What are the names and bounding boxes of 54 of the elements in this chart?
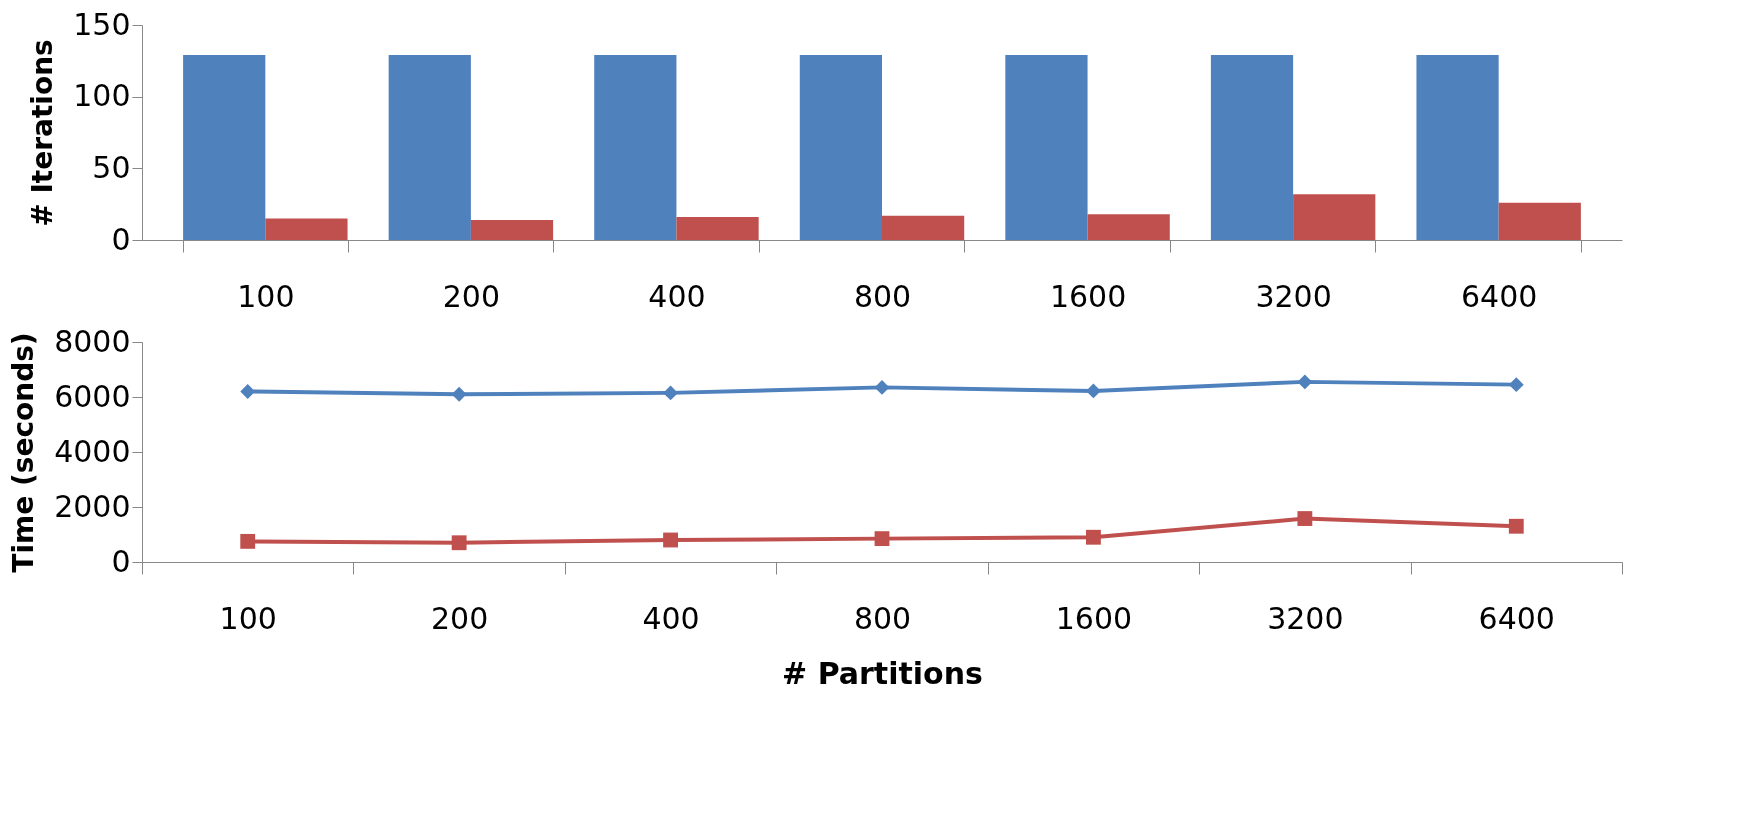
y-tick-label: 50 bbox=[92, 149, 131, 185]
x-tick-label: 3200 bbox=[1267, 600, 1344, 636]
point bbox=[1086, 383, 1101, 399]
y-tick-label: 2000 bbox=[54, 488, 131, 524]
bar bbox=[594, 55, 677, 240]
bar bbox=[183, 55, 266, 240]
y-tick-label: 100 bbox=[73, 78, 131, 114]
bar bbox=[882, 215, 965, 240]
point bbox=[240, 384, 256, 399]
bar bbox=[1210, 55, 1294, 240]
bar bbox=[388, 55, 471, 240]
point bbox=[451, 386, 467, 402]
point bbox=[1508, 518, 1524, 534]
point bbox=[451, 535, 467, 551]
point bbox=[1297, 374, 1313, 390]
x-tick-label: 400 bbox=[642, 600, 700, 636]
y-tick-label: 8000 bbox=[54, 323, 131, 359]
x-tick-label: 3200 bbox=[1255, 278, 1332, 314]
point bbox=[874, 379, 890, 395]
bar bbox=[799, 55, 882, 240]
point bbox=[1508, 377, 1524, 393]
x-tick-label: 800 bbox=[853, 600, 912, 636]
x-tick-label: 200 bbox=[431, 600, 489, 636]
point bbox=[874, 531, 890, 547]
x-axis-title: # Partitions bbox=[782, 655, 983, 691]
bar bbox=[265, 218, 348, 240]
x-tick-label: 100 bbox=[237, 278, 295, 314]
y-tick-label: 0 bbox=[111, 221, 131, 257]
bar bbox=[470, 219, 554, 240]
y-axis-title: # Iterations bbox=[26, 39, 60, 227]
bar bbox=[1293, 194, 1376, 240]
bar bbox=[1005, 55, 1088, 240]
x-tick-label: 100 bbox=[219, 600, 277, 636]
y-tick-label: 4000 bbox=[54, 433, 131, 469]
bar bbox=[676, 217, 759, 240]
point bbox=[1086, 529, 1101, 545]
y-tick-label: 6000 bbox=[54, 378, 131, 414]
bar bbox=[1416, 55, 1499, 240]
x-tick-label: 1600 bbox=[1049, 278, 1127, 314]
point bbox=[663, 532, 678, 548]
point bbox=[1297, 511, 1313, 526]
bar bbox=[1498, 202, 1581, 240]
x-tick-label: 6400 bbox=[1460, 278, 1538, 314]
bar bbox=[1087, 214, 1170, 240]
x-tick-label: 6400 bbox=[1478, 600, 1555, 636]
point bbox=[240, 533, 256, 549]
y-axis-title: Time (seconds) bbox=[7, 332, 41, 573]
y-tick-label: 150 bbox=[73, 6, 131, 42]
x-tick-label: 200 bbox=[442, 278, 501, 314]
x-tick-label: 800 bbox=[853, 278, 912, 314]
x-tick-label: 1600 bbox=[1055, 600, 1133, 636]
x-tick-label: 400 bbox=[648, 278, 706, 314]
point bbox=[663, 385, 678, 401]
y-tick-label: 0 bbox=[111, 543, 131, 579]
